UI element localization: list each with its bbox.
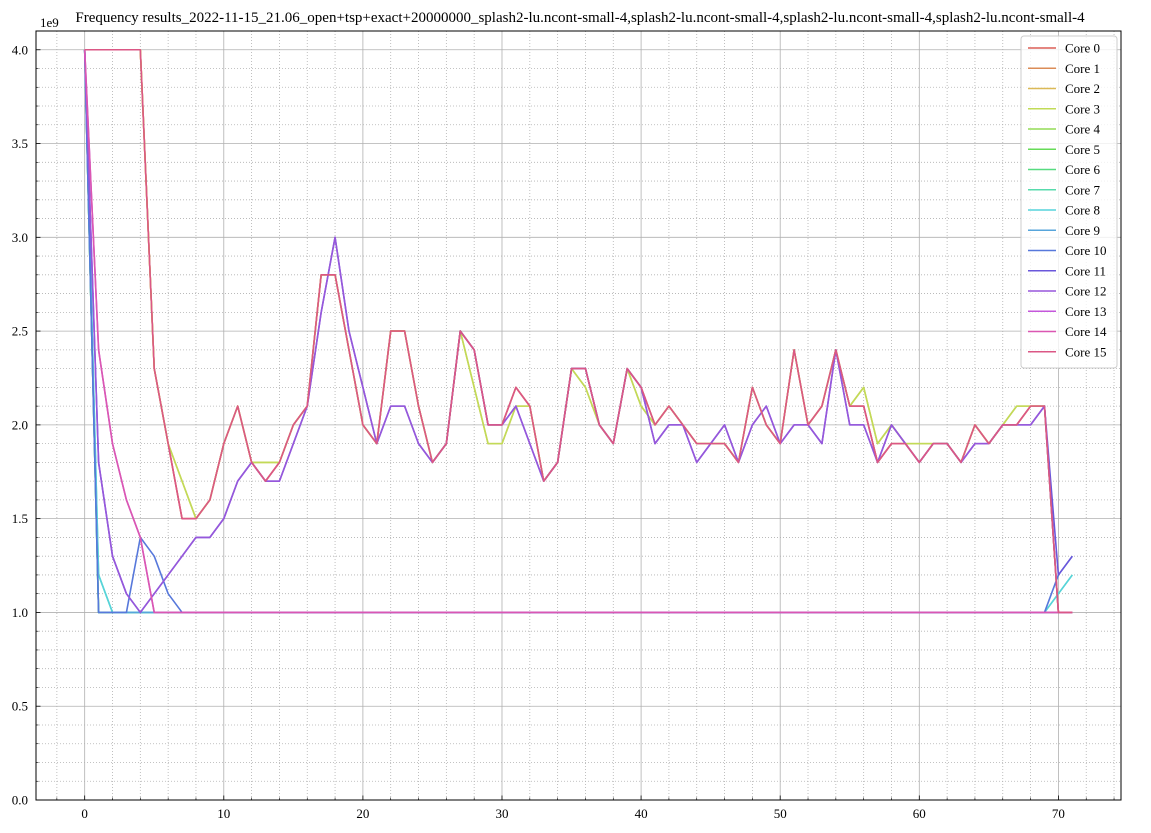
legend-label-core-14: Core 14	[1065, 324, 1107, 339]
legend: Core 0 Core 1 Core 2 Core 3 Core 4 Core 5 Core…	[1020, 35, 1118, 369]
major-grid	[36, 31, 1121, 801]
x-tick-label: 0	[81, 806, 88, 821]
y-tick-label: 2.5	[12, 324, 28, 339]
legend-box	[1020, 35, 1118, 369]
y-tick-label: 0.0	[12, 793, 28, 808]
legend-label-core-9: Core 9	[1065, 223, 1100, 238]
y-tick-label: 4.0	[12, 42, 28, 57]
axis-ticks: 0 10 20 30 40 50 60 70 0.0 0.5 1.0 1.5 2.0 2.5 3.0 3.5 4…	[12, 30, 1115, 821]
legend-label-core-8: Core 8	[1065, 203, 1100, 218]
y-tick-label: 3.5	[12, 136, 28, 151]
x-tick-label: 50	[774, 806, 787, 821]
minor-grid	[36, 30, 1121, 800]
legend-label-core-1: Core 1	[1065, 61, 1100, 76]
series-layer	[83, 48, 1073, 614]
legend-label-core-15: Core 15	[1065, 344, 1107, 359]
legend-label-core-13: Core 13	[1065, 304, 1107, 319]
series-line-core-14	[83, 49, 1073, 614]
legend-label-core-11: Core 11	[1065, 263, 1106, 278]
legend-label-core-3: Core 3	[1065, 101, 1100, 116]
legend-label-core-10: Core 10	[1065, 243, 1107, 258]
legend-label-core-0: Core 0	[1065, 41, 1100, 56]
x-tick-label: 30	[495, 806, 508, 821]
chart-title: Frequency results_2022-11-15_21.06_open+…	[75, 10, 1085, 26]
x-tick-label: 10	[217, 806, 230, 821]
legend-label-core-5: Core 5	[1065, 142, 1100, 157]
x-tick-label: 20	[356, 806, 369, 821]
axes-frame	[35, 30, 1122, 801]
y-tick-label: 1.5	[12, 511, 28, 526]
y-tick-label: 3.0	[12, 230, 28, 245]
x-tick-label: 40	[635, 806, 648, 821]
series-line-core-15	[84, 48, 1073, 614]
y-tick-label: 1.0	[12, 605, 28, 620]
y-tick-label: 0.5	[12, 699, 28, 714]
legend-label-core-7: Core 7	[1065, 182, 1101, 197]
legend-label-core-6: Core 6	[1065, 162, 1101, 177]
legend-label-core-12: Core 12	[1065, 284, 1107, 299]
y-tick-label: 2.0	[12, 417, 28, 432]
legend-label-core-4: Core 4	[1065, 122, 1101, 137]
legend-label-core-2: Core 2	[1065, 81, 1100, 96]
x-tick-label: 70	[1052, 806, 1065, 821]
x-tick-label: 60	[913, 806, 926, 821]
y-unit-label: 1e9	[40, 15, 59, 30]
